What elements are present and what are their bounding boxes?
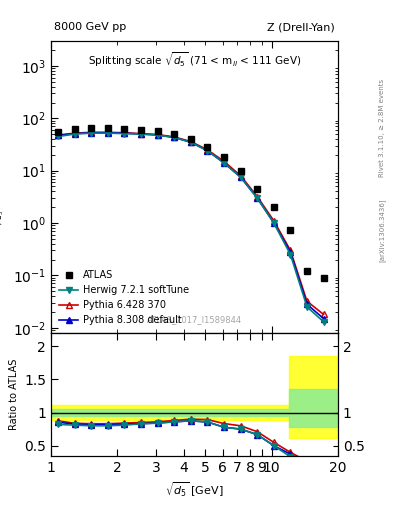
Pythia 8.308 default [106,130,110,136]
Text: [arXiv:1306.3436]: [arXiv:1306.3436] [378,199,385,262]
Pythia 8.308 default [89,130,94,136]
ATLAS [305,268,309,274]
Text: ATLAS_2017_I1589844: ATLAS_2017_I1589844 [147,315,242,324]
Line: Pythia 8.308 default: Pythia 8.308 default [56,130,326,322]
Herwig 7.2.1 softTune [321,318,326,325]
Line: Pythia 6.428 370: Pythia 6.428 370 [56,130,326,317]
Pythia 6.428 370 [205,147,210,153]
Herwig 7.2.1 softTune [139,131,143,137]
ATLAS [205,144,210,151]
Y-axis label: $\frac{d\sigma}{d\sqrt{\bar{d_5}}}$ [pb,GeV$^{-1}$]: $\frac{d\sigma}{d\sqrt{\bar{d_5}}}$ [pb,… [0,142,7,231]
Pythia 8.308 default [72,131,77,137]
Pythia 6.428 370 [172,134,176,140]
ATLAS [56,129,61,135]
Pythia 6.428 370 [238,173,243,179]
Pythia 6.428 370 [272,218,276,224]
Pythia 6.428 370 [139,131,143,137]
ATLAS [89,125,94,131]
Text: Splitting scale $\sqrt{d_5}$ (71 < m$_{ll}$ < 111 GeV): Splitting scale $\sqrt{d_5}$ (71 < m$_{l… [88,50,301,69]
Pythia 8.308 default [139,131,143,137]
Pythia 8.308 default [172,135,176,141]
Herwig 7.2.1 softTune [155,132,160,138]
Herwig 7.2.1 softTune [72,131,77,137]
Pythia 6.428 370 [122,130,127,136]
ATLAS [288,226,293,232]
ATLAS [106,125,110,131]
Herwig 7.2.1 softTune [172,135,176,141]
Herwig 7.2.1 softTune [56,134,61,140]
ATLAS [122,126,127,132]
ATLAS [238,167,243,174]
Herwig 7.2.1 softTune [122,131,127,137]
Pythia 6.428 370 [305,298,309,304]
Pythia 8.308 default [155,132,160,138]
Pythia 8.308 default [305,301,309,307]
ATLAS [188,136,193,142]
Line: ATLAS: ATLAS [55,124,327,281]
Herwig 7.2.1 softTune [255,195,260,201]
Legend: ATLAS, Herwig 7.2.1 softTune, Pythia 6.428 370, Pythia 8.308 default: ATLAS, Herwig 7.2.1 softTune, Pythia 6.4… [56,268,192,328]
ATLAS [139,127,143,133]
ATLAS [272,204,276,210]
Pythia 6.428 370 [106,129,110,135]
Herwig 7.2.1 softTune [106,130,110,136]
Pythia 6.428 370 [321,311,326,317]
ATLAS [155,128,160,134]
ATLAS [172,131,176,137]
ATLAS [255,186,260,192]
Pythia 6.428 370 [155,132,160,138]
Herwig 7.2.1 softTune [205,147,210,154]
Herwig 7.2.1 softTune [89,130,94,136]
ATLAS [321,275,326,281]
Pythia 6.428 370 [188,138,193,144]
Text: Z (Drell-Yan): Z (Drell-Yan) [267,22,335,32]
Pythia 8.308 default [238,174,243,180]
Pythia 8.308 default [321,315,326,322]
Herwig 7.2.1 softTune [188,139,193,145]
Pythia 8.308 default [122,130,127,136]
Herwig 7.2.1 softTune [222,160,226,166]
Pythia 6.428 370 [255,194,260,200]
Herwig 7.2.1 softTune [305,304,309,310]
Pythia 6.428 370 [288,247,293,253]
Pythia 6.428 370 [222,158,226,164]
Pythia 6.428 370 [72,130,77,136]
ATLAS [72,126,77,132]
Herwig 7.2.1 softTune [272,220,276,226]
Pythia 6.428 370 [56,132,61,138]
Y-axis label: Ratio to ATLAS: Ratio to ATLAS [9,358,19,430]
Pythia 8.308 default [56,133,61,139]
Pythia 8.308 default [188,139,193,145]
ATLAS [222,154,226,160]
Herwig 7.2.1 softTune [238,174,243,180]
Pythia 8.308 default [222,160,226,166]
Pythia 8.308 default [288,249,293,255]
Line: Herwig 7.2.1 softTune: Herwig 7.2.1 softTune [56,131,326,325]
Pythia 6.428 370 [89,129,94,135]
Text: Rivet 3.1.10, ≥ 2.8M events: Rivet 3.1.10, ≥ 2.8M events [379,79,385,177]
X-axis label: $\sqrt{d_5}$ [GeV]: $\sqrt{d_5}$ [GeV] [165,480,224,499]
Herwig 7.2.1 softTune [288,251,293,258]
Text: 8000 GeV pp: 8000 GeV pp [54,22,126,32]
Pythia 8.308 default [255,195,260,201]
Pythia 8.308 default [205,147,210,154]
Pythia 8.308 default [272,220,276,226]
